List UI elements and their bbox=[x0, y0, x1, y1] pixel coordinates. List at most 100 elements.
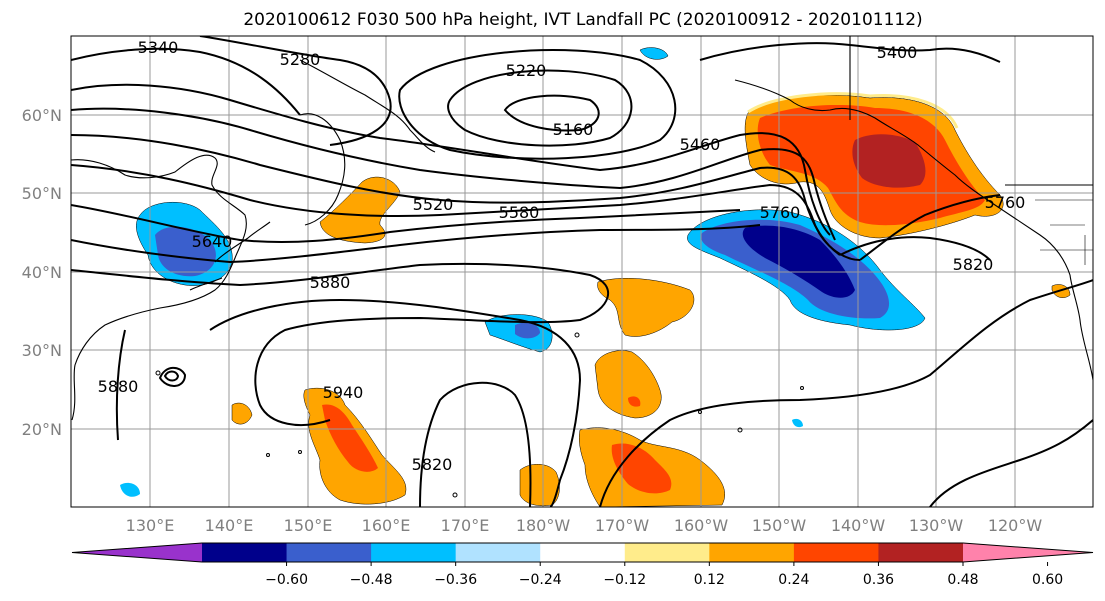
contour-5880-west bbox=[115, 329, 126, 441]
colorbar-segment bbox=[624, 543, 710, 562]
red-speck-central bbox=[628, 396, 641, 407]
colorbar-segment bbox=[709, 543, 795, 562]
orange-region-tropics-small bbox=[231, 402, 253, 425]
lat-label-40n: 40°N bbox=[22, 263, 62, 282]
darkred-region-alaska bbox=[852, 134, 926, 188]
contour-label-group: 5340 5280 5220 5160 5400 5460 5520 5580 … bbox=[98, 38, 1026, 474]
contour-label-5460: 5460 bbox=[680, 135, 721, 154]
contour-5580 bbox=[71, 164, 861, 261]
colorbar-segment bbox=[371, 543, 457, 562]
colorbar-segment bbox=[202, 543, 288, 562]
lon-label-140w: 140°W bbox=[831, 516, 886, 535]
map-frame bbox=[70, 35, 1094, 508]
colorbar-tick-label: −0.12 bbox=[603, 572, 646, 588]
latitude-labels: 60°N 50°N 40°N 30°N 20°N bbox=[22, 106, 62, 439]
coast-kamchatka bbox=[299, 113, 346, 226]
coast-asia bbox=[71, 154, 247, 421]
colorbar-outline bbox=[71, 542, 1094, 563]
colorbar-segment bbox=[455, 543, 541, 562]
colorbar-segment bbox=[540, 543, 626, 562]
lon-label-130e: 130°E bbox=[126, 516, 175, 535]
contour-southeast bbox=[929, 419, 1093, 507]
contour-label-5400: 5400 bbox=[877, 43, 918, 62]
contour-band-3 bbox=[71, 224, 761, 264]
contour-5760-east bbox=[839, 236, 991, 261]
lat-label-50n: 50°N bbox=[22, 184, 62, 203]
lon-label-150w: 150°W bbox=[752, 516, 807, 535]
colorbar-extend-high bbox=[963, 543, 1093, 562]
lon-label-140e: 140°E bbox=[205, 516, 254, 535]
lon-label-170w: 170°W bbox=[595, 516, 650, 535]
contour-label-5880: 5880 bbox=[310, 273, 351, 292]
contour-label-5940: 5940 bbox=[323, 383, 364, 402]
contour-ridge-east bbox=[859, 194, 1001, 261]
contour-low-mid bbox=[447, 69, 633, 147]
map-area: 5340 5280 5220 5160 5400 5460 5520 5580 … bbox=[71, 36, 1093, 507]
contour-5820-loop bbox=[419, 381, 532, 507]
contour-label-5280: 5280 bbox=[280, 50, 321, 69]
lat-label-30n: 30°N bbox=[22, 341, 62, 360]
contour-low-inner bbox=[503, 94, 600, 132]
blue-speck-1 bbox=[120, 482, 140, 497]
contour-label-5640: 5640 bbox=[192, 232, 233, 251]
lon-label-120w: 120°W bbox=[988, 516, 1043, 535]
contour-label-5580: 5580 bbox=[499, 203, 540, 222]
contour-label-5820-south: 5820 bbox=[412, 455, 453, 474]
blue-region-central-core bbox=[515, 322, 540, 339]
lon-label-160e: 160°E bbox=[362, 516, 411, 535]
contour-5640 bbox=[71, 204, 741, 243]
contour-label-5520: 5520 bbox=[413, 195, 454, 214]
lat-label-20n: 20°N bbox=[22, 420, 62, 439]
colorbar-segment bbox=[286, 543, 372, 562]
colorbar-tick-label: 0.60 bbox=[1032, 572, 1063, 588]
colorbar: −0.60 −0.48 −0.36 −0.24 −0.12 0.12 0.24 0.36 0.4… bbox=[71, 542, 1094, 588]
blue-region-small-north bbox=[639, 47, 669, 60]
blue-speck-2 bbox=[792, 418, 803, 428]
graticule bbox=[71, 36, 1093, 507]
colorbar-segment bbox=[878, 543, 964, 562]
blue-region-japan-core bbox=[155, 226, 216, 277]
colorbar-tick-label: 0.24 bbox=[778, 572, 809, 588]
yellow-edge-alaska bbox=[747, 92, 959, 129]
contour-label-5820-east: 5820 bbox=[953, 255, 994, 274]
colorbar-tick-label: 0.36 bbox=[863, 572, 894, 588]
contour-label-5340: 5340 bbox=[138, 38, 179, 57]
colorbar-tick-label: −0.24 bbox=[519, 572, 562, 588]
contour-band-1 bbox=[71, 83, 831, 236]
lon-label-160w: 160°W bbox=[674, 516, 729, 535]
coast-alaska bbox=[734, 79, 1093, 381]
figure-title: 2020100612 F030 500 hPa height, IVT Land… bbox=[243, 10, 922, 30]
contour-5940 bbox=[209, 298, 582, 507]
lat-label-60n: 60°N bbox=[22, 106, 62, 125]
coast-us-states bbox=[1035, 199, 1093, 265]
colorbar-extend-low bbox=[72, 543, 202, 562]
lon-label-150e: 150°E bbox=[284, 516, 333, 535]
contour-label-5760: 5760 bbox=[760, 203, 801, 222]
contour-5880-north bbox=[71, 262, 610, 426]
height-contours bbox=[71, 36, 1093, 507]
contour-5820-east bbox=[599, 279, 1093, 507]
red-region-tropics-west bbox=[322, 404, 378, 472]
orange-region-kamchatka bbox=[319, 176, 401, 244]
contour-5280 bbox=[199, 36, 392, 146]
colorbar-tick-label: −0.36 bbox=[434, 572, 477, 588]
coastlines bbox=[71, 36, 1093, 421]
contour-5520 bbox=[71, 134, 841, 256]
coast-canada-border bbox=[849, 36, 1093, 186]
longitude-labels: 130°E 140°E 150°E 160°E 170°E 180°W 170°… bbox=[126, 516, 1043, 535]
colorbar-tick-label: −0.60 bbox=[265, 572, 308, 588]
colorbar-segment bbox=[793, 543, 879, 562]
orange-region-central-south bbox=[594, 350, 662, 419]
contour-label-5880-west: 5880 bbox=[98, 377, 139, 396]
red-region-tropics-center bbox=[611, 443, 672, 494]
lon-label-130w: 130°W bbox=[909, 516, 964, 535]
contour-band-2 bbox=[71, 107, 836, 241]
islands bbox=[155, 332, 804, 498]
lon-label-170e: 170°E bbox=[441, 516, 490, 535]
contour-5400-east bbox=[699, 42, 1001, 63]
contour-label-5160: 5160 bbox=[553, 120, 594, 139]
colorbar-tick-label: −0.48 bbox=[350, 572, 393, 588]
contour-label-5220: 5220 bbox=[506, 61, 547, 80]
colorbar-tick-label: 0.48 bbox=[947, 572, 978, 588]
